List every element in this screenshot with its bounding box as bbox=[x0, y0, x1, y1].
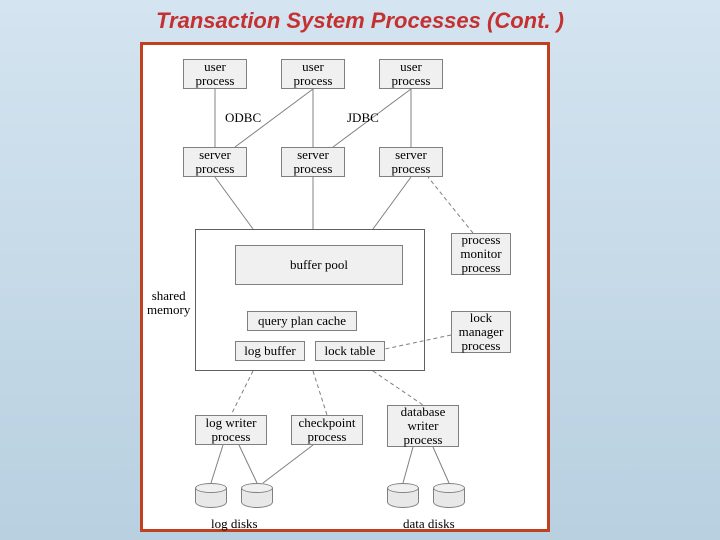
server-process-3: server process bbox=[379, 147, 443, 177]
log-buffer: log buffer bbox=[235, 341, 305, 361]
server-process-1: server process bbox=[183, 147, 247, 177]
database-writer-process: database writer process bbox=[387, 405, 459, 447]
data-disk-2 bbox=[433, 483, 465, 511]
data-disks-label: data disks bbox=[403, 517, 455, 531]
checkpoint-process: checkpoint process bbox=[291, 415, 363, 445]
log-disk-1 bbox=[195, 483, 227, 511]
shared-memory-label: shared memory bbox=[147, 289, 190, 318]
jdbc-label: JDBC bbox=[347, 111, 379, 125]
data-disk-1 bbox=[387, 483, 419, 511]
log-disk-2 bbox=[241, 483, 273, 511]
log-disks-label: log disks bbox=[211, 517, 258, 531]
user-process-1: user process bbox=[183, 59, 247, 89]
odbc-label: ODBC bbox=[225, 111, 261, 125]
log-writer-process: log writer process bbox=[195, 415, 267, 445]
page-title: Transaction System Processes (Cont. ) bbox=[0, 0, 720, 34]
diagram-frame: user process user process user process O… bbox=[140, 42, 550, 532]
user-process-3: user process bbox=[379, 59, 443, 89]
user-process-2: user process bbox=[281, 59, 345, 89]
lock-table: lock table bbox=[315, 341, 385, 361]
query-plan-cache: query plan cache bbox=[247, 311, 357, 331]
buffer-pool: buffer pool bbox=[235, 245, 403, 285]
server-process-2: server process bbox=[281, 147, 345, 177]
process-monitor: process monitor process bbox=[451, 233, 511, 275]
lock-manager: lock manager process bbox=[451, 311, 511, 353]
